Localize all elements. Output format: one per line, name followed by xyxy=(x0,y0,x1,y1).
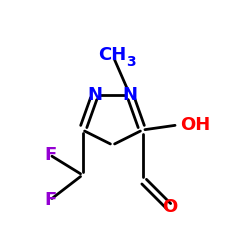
Text: N: N xyxy=(122,86,138,104)
Text: O: O xyxy=(162,198,178,216)
Text: F: F xyxy=(44,191,56,209)
Text: N: N xyxy=(88,86,102,104)
Text: OH: OH xyxy=(180,116,210,134)
Text: CH: CH xyxy=(98,46,127,64)
Text: F: F xyxy=(44,146,56,164)
Text: 3: 3 xyxy=(126,56,136,70)
